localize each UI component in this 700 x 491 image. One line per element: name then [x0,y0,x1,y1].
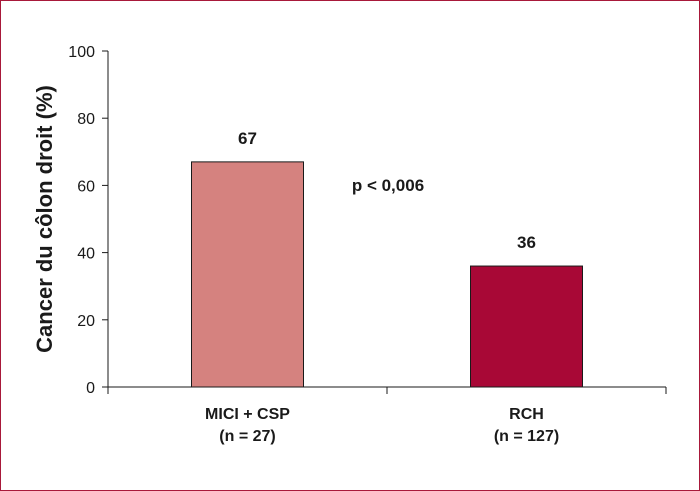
labels: 67 MICI + CSP (n = 27) 36 RCH (n = 127) [205,129,559,445]
y-tick-label: 0 [86,380,95,397]
bar [470,265,583,388]
y-tick-label: 100 [68,44,95,61]
data-label: 67 [238,129,257,148]
y-tick-label: 80 [77,111,95,128]
y-tick-label: 60 [77,178,95,195]
data-label: 36 [517,233,536,252]
y-axis-label: Cancer du côlon droit (%) [32,85,57,353]
x-tick-label: MICI + CSP [205,406,290,423]
bars [191,161,583,388]
y-tick-label: 20 [77,313,95,330]
x-tick-label: (n = 27) [219,428,275,445]
x-tick-label: RCH [509,406,544,423]
x-tick-label: (n = 127) [494,428,559,445]
bar [191,161,304,388]
y-tick-label: 40 [77,246,95,263]
p-value-annotation: p < 0,006 [352,176,424,195]
